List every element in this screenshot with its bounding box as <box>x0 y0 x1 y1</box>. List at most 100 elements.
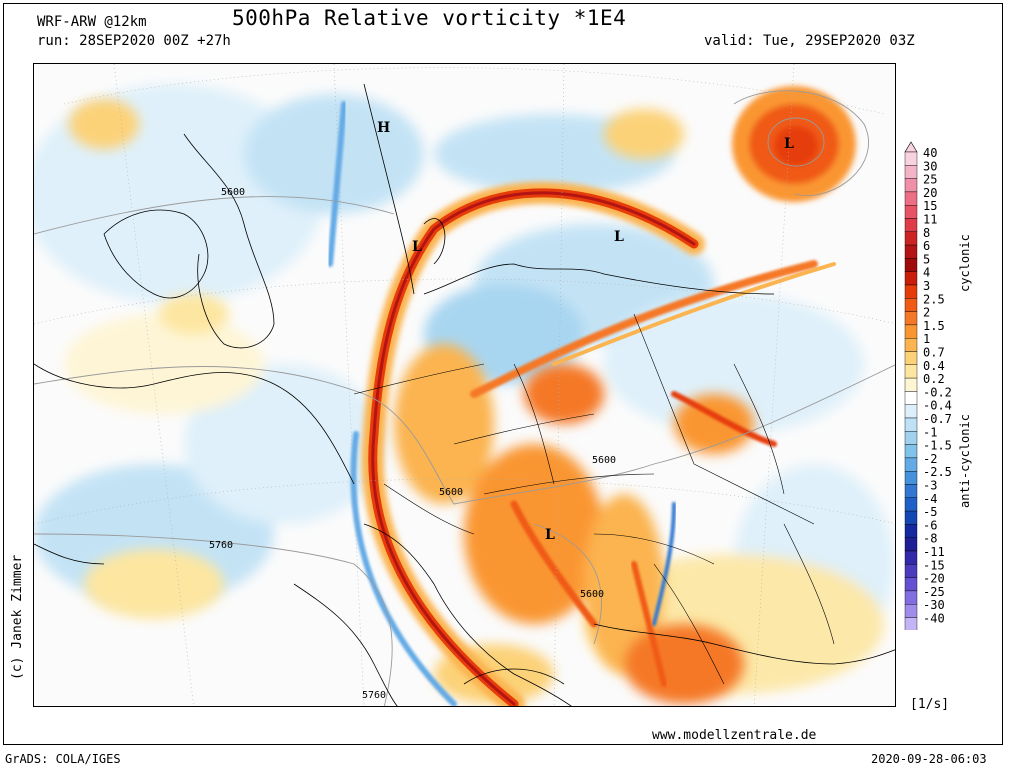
colorbar-tick-label: 40 <box>923 146 937 160</box>
colorbar-tick-label: 0.7 <box>923 346 945 360</box>
colorbar-swatch <box>904 444 918 459</box>
copyright-label: (c) Janek Zimmer <box>10 554 25 680</box>
high-center: H <box>377 120 390 136</box>
units-label: [1/s] <box>910 697 950 712</box>
colorbar-swatch <box>904 604 918 618</box>
colorbar-swatch <box>904 218 918 233</box>
low-center: L <box>784 136 794 152</box>
colorbar-swatch <box>904 271 918 286</box>
colorbar-tick-label: 20 <box>923 186 937 200</box>
colorbar-swatch <box>904 204 918 219</box>
colorbar-swatch <box>904 404 918 419</box>
colorbar-tick-label: -4 <box>923 492 937 506</box>
colorbar-tick-label: 5 <box>923 252 930 266</box>
colorbar-tick-label: 6 <box>923 239 930 253</box>
pressure-label: 5760 <box>362 690 386 701</box>
colorbar-tick-label: -2 <box>923 452 937 466</box>
colorbar-top-arrow <box>904 141 918 153</box>
colorbar-tick-label: -20 <box>923 572 945 586</box>
colorbar-swatch <box>904 258 918 272</box>
colorbar-tick-label: 4 <box>923 266 930 280</box>
colorbar-tick-label: -0.7 <box>923 412 952 426</box>
ne-cyclone <box>732 86 856 202</box>
pressure-label: 5600 <box>439 487 463 498</box>
colorbar-tick-label: -5 <box>923 505 937 519</box>
vorticity-band <box>327 101 836 706</box>
colorbar-swatch <box>904 497 918 512</box>
colorbar-tick-label: 2 <box>923 306 930 320</box>
chart-title: 500hPa Relative vorticity *1E4 <box>232 6 627 30</box>
colorbar-tick-label: -1 <box>923 425 937 439</box>
colorbar-swatch <box>904 244 918 259</box>
colorbar-swatch <box>904 377 918 392</box>
colorbar-tick-label: -0.2 <box>923 385 952 399</box>
colorbar-tick-label: -1.5 <box>923 439 952 453</box>
colorbar-swatch <box>904 510 918 525</box>
latlon-grid <box>34 64 895 706</box>
country-borders <box>353 313 835 685</box>
colorbar-tick-label: 2.5 <box>923 292 945 306</box>
colorbar-tick-label: -30 <box>923 598 945 612</box>
colorbar-swatch <box>904 311 918 326</box>
colorbar-tick-label: -6 <box>923 518 937 532</box>
low-center: L <box>545 527 555 543</box>
timestamp-label: 2020-09-28-06:03 <box>871 752 987 766</box>
run-label: run: 28SEP2020 00Z +27h <box>37 33 231 49</box>
colorbar-swatch <box>904 524 918 538</box>
colorbar-swatch <box>904 191 918 206</box>
colorbar-swatch <box>904 324 918 339</box>
colorbar-swatch <box>904 484 918 499</box>
pressure-label: 5600 <box>592 455 616 466</box>
colorbar-swatch <box>904 351 918 366</box>
coastlines <box>34 83 895 706</box>
colorbar-swatch <box>904 550 918 565</box>
model-label: WRF-ARW @12km <box>37 14 147 30</box>
pressure-label: 5760 <box>209 540 233 551</box>
colorbar-tick-label: 8 <box>923 226 930 240</box>
colorbar-swatch <box>904 178 918 193</box>
colorbar-tick-label: -11 <box>923 545 945 559</box>
colorbar-swatch <box>904 337 918 352</box>
colorbar-swatch <box>904 231 918 246</box>
colorbar-tick-label: 25 <box>923 173 937 187</box>
geopotential-contours <box>34 90 895 706</box>
colorbar-tick-label: -8 <box>923 532 937 546</box>
color-legend: 403025201511865432.521.510.70.40.2-0.2-0… <box>904 141 952 630</box>
colorbar-tick-label: 1.5 <box>923 319 945 333</box>
low-center: L <box>614 229 624 245</box>
valid-label: valid: Tue, 29SEP2020 03Z <box>704 33 915 49</box>
colorbar-tick-label: -0.4 <box>923 399 952 413</box>
colorbar-swatch <box>904 431 918 445</box>
colorbar-swatch <box>904 590 918 605</box>
colorbar-swatch <box>904 577 918 592</box>
colorbar-swatch <box>904 471 918 485</box>
colorbar-swatch <box>904 457 918 472</box>
colorbar-tick-label: 30 <box>923 159 937 173</box>
colorbar-swatch <box>904 537 918 552</box>
colorbar-swatch <box>904 151 918 166</box>
colorbar-swatch <box>904 364 918 379</box>
colorbar-tick-label: 0.2 <box>923 372 945 386</box>
colorbar-swatch <box>904 617 918 630</box>
low-center: L <box>412 239 422 255</box>
outer-frame <box>3 3 1003 745</box>
colorbar-tick-label: -25 <box>923 585 945 599</box>
colorbar-tick-label: 15 <box>923 199 937 213</box>
pressure-centers: H L L L L <box>377 120 794 543</box>
colorbar-swatch <box>904 165 918 179</box>
pressure-labels: 5600 5600 5600 5600 5760 5760 <box>209 187 616 701</box>
colorbar-tick-label: 11 <box>923 213 937 227</box>
cyclonic-label: cyclonic <box>958 234 972 292</box>
colorbar-swatch <box>904 417 918 432</box>
colorbar-tick-label: -3 <box>923 479 937 493</box>
colorbar-tick-label: 1 <box>923 332 930 346</box>
colorbar-tick-label: -2.5 <box>923 465 952 479</box>
colorbar-swatch <box>904 391 918 405</box>
colorbar-tick-label: 3 <box>923 279 930 293</box>
website-label: www.modellzentrale.de <box>652 728 817 743</box>
colorbar-swatch <box>904 284 918 299</box>
pressure-label: 5600 <box>580 589 604 600</box>
colorbar-tick-label: 0.4 <box>923 359 945 373</box>
colorbar-tick-label: -40 <box>923 612 945 626</box>
vorticity-map: 5600 5600 5600 5600 5760 5760 H L L L L <box>33 63 896 707</box>
